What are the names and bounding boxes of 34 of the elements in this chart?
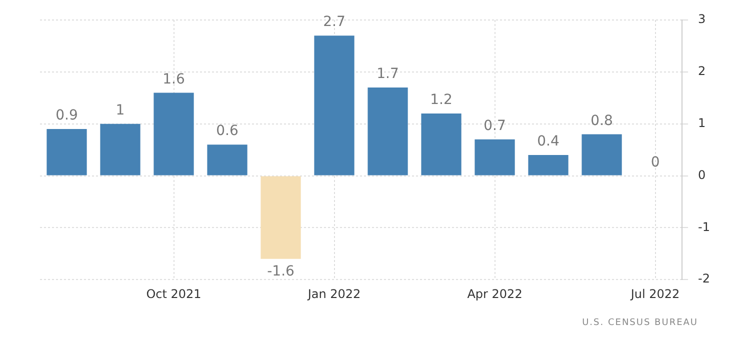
x-tick-label: Oct 2021 bbox=[146, 286, 202, 301]
y-tick-label: 0 bbox=[698, 168, 706, 182]
data-label: 2.7 bbox=[323, 14, 346, 30]
bar bbox=[368, 87, 408, 176]
x-tick-label: Jul 2022 bbox=[630, 286, 680, 301]
data-label: 0.4 bbox=[537, 134, 560, 150]
bar bbox=[582, 134, 622, 176]
bar bbox=[474, 139, 515, 176]
bar bbox=[46, 129, 87, 176]
data-label: 1.7 bbox=[376, 66, 399, 82]
bar bbox=[207, 144, 248, 176]
data-label: -1.6 bbox=[267, 263, 295, 280]
y-tick-label: 3 bbox=[698, 12, 706, 26]
data-label: 0.8 bbox=[590, 112, 613, 129]
y-tick-label: -2 bbox=[698, 272, 710, 286]
text: U.S. CENSUS BUREAU bbox=[582, 318, 698, 328]
y-tick-label: 1 bbox=[698, 116, 706, 130]
bar bbox=[100, 124, 140, 176]
bar bbox=[314, 36, 354, 176]
data-label: 1 bbox=[116, 102, 125, 118]
bar bbox=[421, 113, 462, 176]
y-tick-label: -1 bbox=[698, 220, 710, 234]
bar bbox=[260, 176, 301, 259]
data-label: 1.6 bbox=[162, 71, 185, 88]
data-label: 0 bbox=[650, 154, 660, 170]
x-tick-label: Apr 2022 bbox=[467, 286, 522, 301]
data-label: 0.9 bbox=[56, 108, 78, 124]
x-tick-label: Jan 2022 bbox=[306, 286, 361, 301]
data-label: 1.2 bbox=[430, 92, 452, 108]
data-label: 0.6 bbox=[216, 123, 238, 140]
data-label: 0.7 bbox=[484, 118, 506, 134]
y-tick-label: 2 bbox=[698, 64, 706, 78]
bar bbox=[154, 92, 194, 176]
bar bbox=[528, 154, 568, 176]
